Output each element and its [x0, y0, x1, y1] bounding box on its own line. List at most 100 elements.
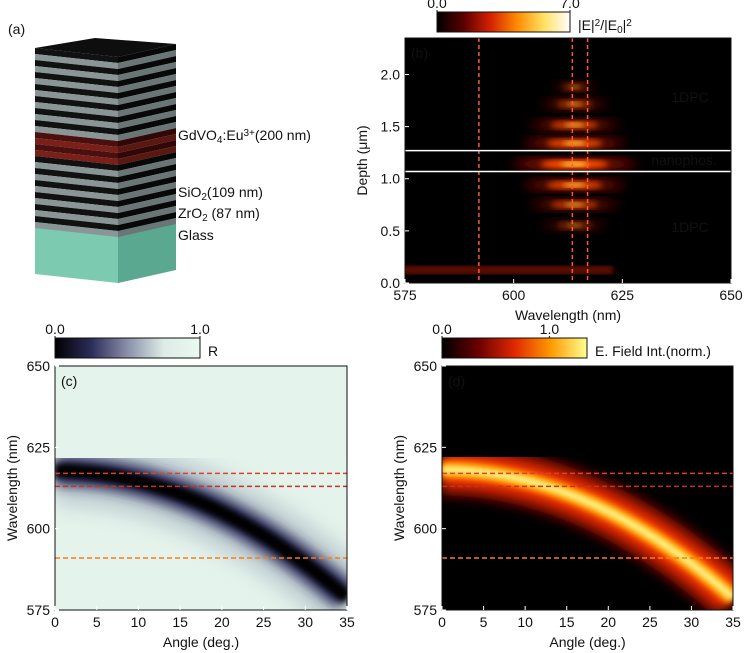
- layer-left: [35, 150, 118, 165]
- heatmap: [442, 366, 733, 610]
- x-tick-label: 30: [684, 614, 700, 630]
- layer-left: [35, 144, 118, 159]
- x-tick-label: 35: [339, 614, 355, 630]
- layer-label: Glass: [178, 227, 214, 243]
- text-part: E. Field Int.(norm.): [595, 343, 711, 359]
- layer-left: [35, 192, 118, 207]
- layer-right: [118, 62, 176, 81]
- x-tick-label: 20: [600, 614, 616, 630]
- annotation: 1DPC: [671, 89, 708, 105]
- layer-left: [35, 96, 118, 111]
- layer-left: [35, 222, 118, 237]
- colorbar-tick-label: 7.0: [560, 0, 580, 11]
- field-core: [564, 122, 585, 128]
- layer-right: [118, 92, 176, 111]
- y-tick-label: 600: [27, 521, 51, 537]
- plot-frame: [54, 365, 348, 611]
- text-part: (109 nm): [207, 184, 263, 200]
- layer-left: [35, 210, 118, 225]
- layer-right: [118, 122, 176, 141]
- x-tick-label: 20: [214, 614, 230, 630]
- field-core: [560, 161, 589, 167]
- y-tick-label: 0.5: [381, 223, 401, 239]
- layer-left: [35, 90, 118, 105]
- layer-left: [35, 186, 118, 201]
- colorbar: [54, 337, 201, 359]
- layer-right: [118, 134, 176, 153]
- layer-right: [118, 50, 176, 69]
- layer-left: [35, 60, 118, 75]
- field-core: [563, 182, 586, 188]
- plot-frame: [441, 365, 734, 611]
- layer-label: ZrO2 (87 nm): [178, 205, 260, 224]
- text-part: μ: [354, 142, 370, 150]
- text-part: GdVO: [178, 127, 217, 143]
- layer-right: [118, 74, 176, 93]
- layer-right: [118, 128, 176, 147]
- text-part: Wavelength (nm): [391, 435, 407, 541]
- x-tick-label: 10: [517, 614, 533, 630]
- layer-right: [118, 104, 176, 123]
- layer-left: [35, 162, 118, 177]
- annotation: 1DPC: [671, 219, 708, 235]
- text-part: 2: [595, 18, 601, 29]
- y-tick-label: 1.0: [381, 171, 401, 187]
- colorbar-tick-label: 1.0: [540, 321, 560, 337]
- heatmap: [55, 366, 347, 610]
- x-tick-label: 5: [480, 614, 488, 630]
- layer-left: [35, 216, 118, 231]
- x-axis-label: Angle (deg.): [549, 634, 625, 650]
- layer-right: [118, 182, 176, 201]
- layer-left: [35, 168, 118, 183]
- colorbar-title: |E|2/|E0|2: [578, 17, 632, 36]
- y-tick-label: 650: [27, 358, 51, 374]
- layer-stack: [35, 38, 176, 283]
- layer-left: [35, 156, 118, 171]
- text-part: 3+: [243, 128, 255, 139]
- text-part: /|E: [600, 17, 617, 33]
- panel-label: (c): [61, 373, 77, 389]
- y-tick-label: 2.0: [381, 66, 401, 82]
- layer-left: [35, 120, 118, 135]
- layer-left: [35, 220, 118, 283]
- x-tick-label: 625: [611, 287, 635, 303]
- plot-frame: [404, 37, 732, 284]
- x-tick-label: 650: [719, 287, 743, 303]
- x-axis-label: Wavelength (nm): [515, 307, 621, 323]
- layer-left: [35, 72, 118, 87]
- panel-label: (d): [448, 373, 465, 389]
- field-core: [569, 84, 580, 90]
- text-part: :Eu: [222, 127, 243, 143]
- layer-right: [118, 68, 176, 87]
- layer-left: [35, 114, 118, 129]
- field-core: [567, 222, 582, 228]
- text-part: 0: [617, 25, 623, 36]
- layer-right: [118, 176, 176, 195]
- x-tick-label: 0: [438, 614, 446, 630]
- layer-right: [118, 98, 176, 117]
- x-tick-label: 600: [502, 287, 526, 303]
- panel-label: (a): [8, 21, 25, 37]
- layer-left: [35, 108, 118, 123]
- x-tick-label: 30: [297, 614, 313, 630]
- layer-left: [35, 48, 118, 63]
- x-tick-label: 0: [51, 614, 59, 630]
- panel-label: (b): [411, 45, 428, 61]
- colorbar-tick-label: 0.0: [427, 0, 447, 11]
- text-part: m): [354, 125, 370, 141]
- colorbar-title: E. Field Int.(norm.): [595, 343, 711, 359]
- layer-left: [35, 126, 118, 141]
- layer-right: [118, 218, 176, 237]
- text-part: SiO: [178, 184, 201, 200]
- y-tick-label: 625: [27, 439, 51, 455]
- layer-right: [118, 188, 176, 207]
- layer-left: [35, 84, 118, 99]
- layer-left: [35, 78, 118, 93]
- layer-left: [35, 102, 118, 117]
- layer-label: GdVO4:Eu3+(200 nm): [178, 127, 311, 146]
- colorbar: [436, 11, 571, 33]
- layer-right: [118, 140, 176, 159]
- layer-right: [118, 212, 176, 231]
- layer-right: [118, 86, 176, 105]
- annotation: nanophos.: [651, 152, 716, 168]
